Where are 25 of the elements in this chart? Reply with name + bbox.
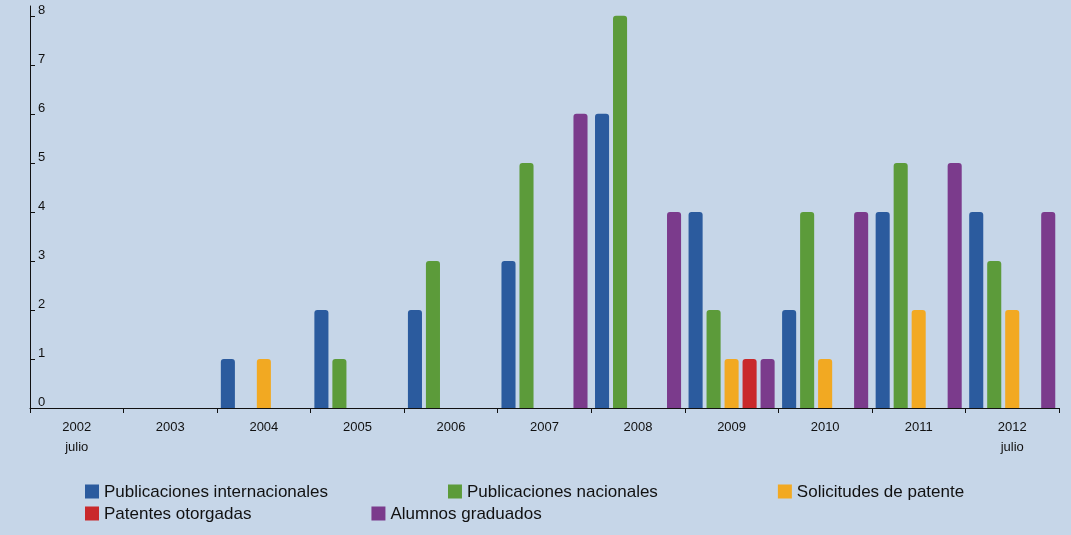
x-tick-label: 2011 (904, 418, 933, 434)
x-tick-label: 2007 (530, 418, 559, 434)
x-tick-label: 2010 (810, 418, 840, 434)
y-tick-label: 5 (38, 148, 46, 164)
y-tick-label: 7 (38, 50, 46, 66)
x-tick-label: 2005 (342, 418, 372, 434)
x-tick-label: 2006 (436, 418, 466, 434)
x-tick-label: 2004 (249, 418, 279, 434)
y-tick-label: 8 (38, 1, 46, 17)
x-tick-label: 2012 julio (997, 418, 1027, 454)
y-tick-label: 1 (38, 344, 46, 360)
y-tick-label: 0 (38, 394, 46, 409)
legend-label: Alumnos graduados (390, 504, 542, 523)
x-tick-label: 2002 julio (62, 418, 92, 454)
y-tick-label: 3 (38, 246, 46, 262)
legend-label: Patentes otorgadas (104, 504, 252, 523)
legend-label: Publicaciones nacionales (466, 482, 658, 501)
y-tick-label: 2 (38, 295, 46, 311)
x-tick-label: 2003 (155, 418, 185, 434)
x-tick-label: 2008 (623, 418, 653, 434)
legend-label: Publicaciones internacionales (104, 482, 328, 501)
legend-label: Solicitudes de patente (796, 482, 965, 501)
y-tick-label: 4 (38, 197, 46, 213)
x-tick-label: 2009 (717, 418, 747, 434)
y-tick-label: 6 (38, 99, 46, 115)
